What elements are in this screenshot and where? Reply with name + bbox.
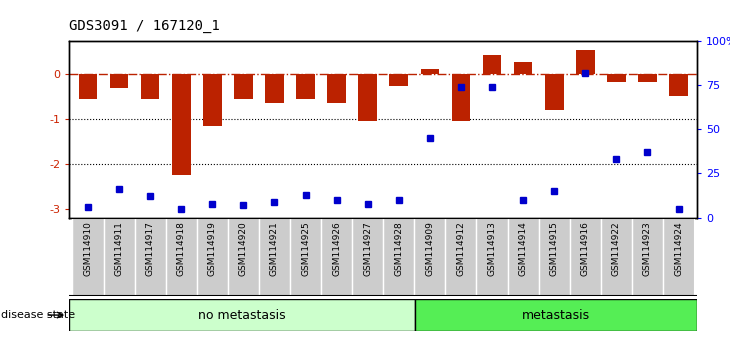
Bar (638, 74, 657, 82)
Text: GSM114910: GSM114910 (83, 222, 93, 276)
Text: GSM114924: GSM114924 (674, 222, 683, 276)
FancyBboxPatch shape (415, 218, 445, 296)
FancyBboxPatch shape (72, 218, 104, 296)
Text: GSM114923: GSM114923 (643, 222, 652, 276)
Text: metastasis: metastasis (522, 309, 590, 321)
Bar (669, 74, 688, 96)
FancyBboxPatch shape (352, 218, 383, 296)
FancyBboxPatch shape (321, 218, 352, 296)
Text: GSM114912: GSM114912 (456, 222, 466, 276)
Text: GDS3091 / 167120_1: GDS3091 / 167120_1 (69, 19, 220, 34)
Text: GSM114921: GSM114921 (270, 222, 279, 276)
FancyBboxPatch shape (259, 218, 290, 296)
Bar (296, 74, 315, 99)
FancyBboxPatch shape (104, 218, 134, 296)
FancyBboxPatch shape (569, 218, 601, 296)
FancyBboxPatch shape (445, 218, 477, 296)
Text: no metastasis: no metastasis (198, 309, 286, 321)
FancyBboxPatch shape (197, 218, 228, 296)
Bar (420, 69, 439, 74)
Text: disease state: disease state (1, 310, 76, 320)
Bar (514, 62, 532, 74)
Bar (452, 74, 470, 121)
Text: GSM114917: GSM114917 (146, 222, 155, 276)
Bar (172, 74, 191, 175)
Bar (390, 74, 408, 86)
Text: GSM114918: GSM114918 (177, 222, 185, 276)
FancyBboxPatch shape (601, 218, 632, 296)
Bar (79, 74, 97, 99)
FancyBboxPatch shape (290, 218, 321, 296)
Text: GSM114927: GSM114927 (364, 222, 372, 276)
Text: GSM114916: GSM114916 (581, 222, 590, 276)
Text: GSM114911: GSM114911 (115, 222, 123, 276)
Bar (327, 74, 346, 103)
Text: GSM114919: GSM114919 (208, 222, 217, 276)
FancyBboxPatch shape (632, 218, 663, 296)
Bar (141, 74, 159, 99)
Text: GSM114926: GSM114926 (332, 222, 341, 276)
Bar (234, 74, 253, 99)
FancyBboxPatch shape (383, 218, 415, 296)
FancyBboxPatch shape (134, 218, 166, 296)
Text: GSM114928: GSM114928 (394, 222, 403, 276)
FancyBboxPatch shape (477, 218, 507, 296)
Text: GSM114914: GSM114914 (518, 222, 528, 276)
Bar (483, 56, 502, 74)
FancyBboxPatch shape (69, 299, 415, 331)
Bar (110, 74, 128, 88)
FancyBboxPatch shape (415, 299, 697, 331)
Bar (265, 74, 284, 103)
FancyBboxPatch shape (507, 218, 539, 296)
Text: GSM114920: GSM114920 (239, 222, 248, 276)
FancyBboxPatch shape (539, 218, 569, 296)
Bar (203, 74, 222, 126)
Bar (576, 50, 595, 74)
FancyBboxPatch shape (166, 218, 197, 296)
FancyBboxPatch shape (228, 218, 259, 296)
Text: GSM114925: GSM114925 (301, 222, 310, 276)
Text: GSM114909: GSM114909 (426, 222, 434, 276)
Text: GSM114915: GSM114915 (550, 222, 558, 276)
FancyBboxPatch shape (663, 218, 694, 296)
Bar (607, 74, 626, 82)
Text: GSM114913: GSM114913 (488, 222, 496, 276)
Text: GSM114922: GSM114922 (612, 222, 620, 276)
Bar (358, 74, 377, 121)
Bar (545, 74, 564, 110)
